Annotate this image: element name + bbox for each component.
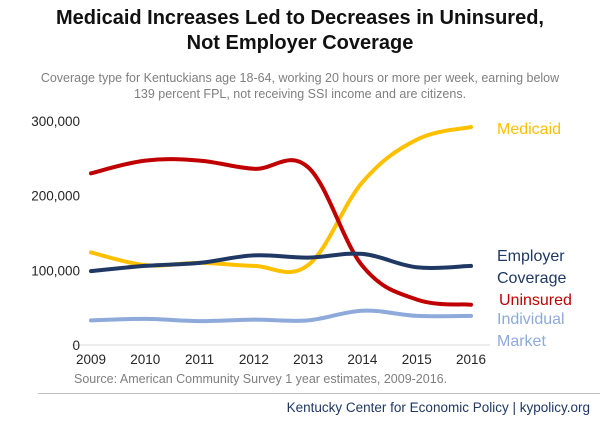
series-line-uninsured [89, 157, 473, 307]
y-tick-label: 200,000 [31, 189, 80, 204]
series-line-medicaid [89, 125, 473, 275]
x-tick-label: 2016 [456, 352, 486, 367]
y-tick-label: 300,000 [31, 114, 80, 129]
x-tick-label: 2010 [130, 352, 160, 367]
x-tick-label: 2013 [293, 352, 323, 367]
series-label-medicaid: Medicaid [497, 121, 561, 138]
chart-title-line-1: Medicaid Increases Led to Decreases in U… [56, 7, 544, 29]
source-note: Source: American Community Survey 1 year… [74, 372, 448, 386]
chart-title-line-2: Not Employer Coverage [186, 32, 414, 54]
series-label-employer-coverage: Employer [497, 248, 565, 265]
x-tick-label: 2012 [239, 352, 269, 367]
series-label-individual-market: Individual [497, 311, 565, 328]
series-label-uninsured: Uninsured [499, 292, 572, 309]
x-tick-label: 2015 [402, 352, 432, 367]
series-label-individual-market: Market [497, 333, 546, 350]
x-tick-label: 2009 [76, 352, 106, 367]
series-layer [89, 125, 473, 324]
y-tick-label: 100,000 [31, 263, 80, 278]
footer-divider [38, 393, 600, 394]
label-layer: Medicaid Uninsured Employer Coverage Individ… [497, 121, 572, 350]
series-line-individual-market [89, 308, 473, 324]
footer-credit: Kentucky Center for Economic Policy | ky… [286, 400, 590, 415]
axis-layer: 0 100,000 200,000 300,000 2009 2010 2011 2012 20… [31, 114, 490, 367]
x-tick-label: 2011 [185, 352, 214, 367]
series-label-employer-coverage: Coverage [497, 270, 566, 287]
series-line-employer-coverage [89, 251, 473, 274]
y-tick-label: 0 [72, 338, 80, 353]
chart-subtitle-line-1: Coverage type for Kentuckians age 18-64,… [40, 71, 560, 85]
chart-subtitle-line-2: 139 percent FPL, not receiving SSI incom… [133, 87, 467, 101]
chart-subtitle: Coverage type for Kentuckians age 18-64,… [10, 70, 590, 102]
chart-title: Medicaid Increases Led to Decreases in U… [0, 6, 600, 56]
x-tick-label: 2014 [347, 352, 378, 367]
